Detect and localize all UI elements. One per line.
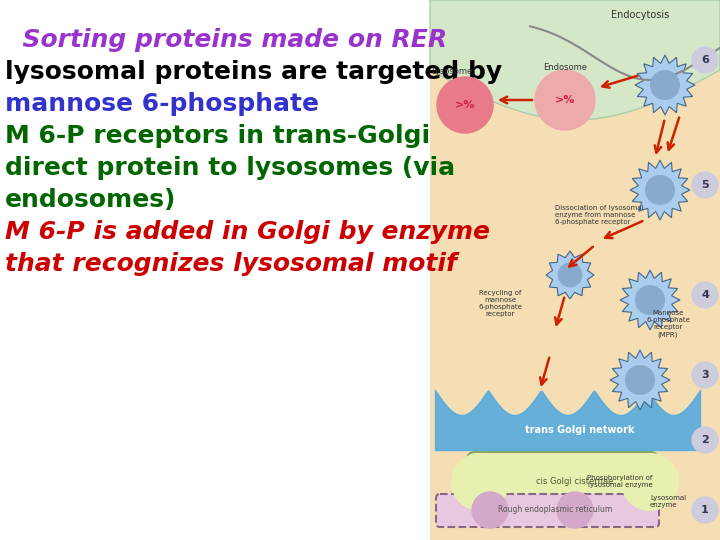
Circle shape	[692, 47, 718, 73]
Text: M 6-P is added in Golgi by enzyme: M 6-P is added in Golgi by enzyme	[5, 220, 490, 244]
Text: cis Golgi cisternae: cis Golgi cisternae	[536, 477, 613, 487]
Text: 4: 4	[701, 290, 709, 300]
Circle shape	[692, 282, 718, 308]
Circle shape	[651, 71, 679, 99]
Text: >%: >%	[455, 100, 475, 110]
Polygon shape	[430, 0, 720, 120]
Text: >%: >%	[555, 95, 575, 105]
Text: Sorting proteins made on RER: Sorting proteins made on RER	[5, 28, 447, 52]
Polygon shape	[620, 270, 680, 330]
Text: 6: 6	[701, 55, 709, 65]
Text: M 6-P receptors in trans-Golgi: M 6-P receptors in trans-Golgi	[5, 124, 430, 148]
Circle shape	[692, 172, 718, 198]
Polygon shape	[430, 0, 720, 540]
Polygon shape	[630, 160, 690, 220]
Circle shape	[692, 427, 718, 453]
Text: 1: 1	[701, 505, 709, 515]
Circle shape	[692, 362, 718, 388]
Circle shape	[646, 176, 675, 204]
Polygon shape	[635, 55, 695, 115]
Polygon shape	[610, 350, 670, 410]
Circle shape	[622, 454, 678, 510]
Text: 2: 2	[701, 435, 709, 445]
Circle shape	[437, 77, 493, 133]
Text: Mannose
6-phosphate
receptor
(MPR): Mannose 6-phosphate receptor (MPR)	[646, 310, 690, 338]
Circle shape	[452, 454, 508, 510]
Circle shape	[626, 366, 654, 394]
Text: mannose 6-phosphate: mannose 6-phosphate	[5, 92, 319, 116]
FancyBboxPatch shape	[436, 494, 659, 527]
Text: that recognizes lysosomal motif: that recognizes lysosomal motif	[5, 252, 457, 276]
Text: Lysosome: Lysosome	[431, 68, 472, 77]
Text: direct protein to lysosomes (via: direct protein to lysosomes (via	[5, 156, 455, 180]
Text: Rough endoplasmic reticulum: Rough endoplasmic reticulum	[498, 505, 612, 515]
Text: lysosomal proteins are targeted by: lysosomal proteins are targeted by	[5, 60, 502, 84]
Text: Endosome: Endosome	[543, 64, 587, 72]
Polygon shape	[546, 251, 594, 299]
Text: Endocytosis: Endocytosis	[611, 10, 669, 20]
Text: endosomes): endosomes)	[5, 188, 176, 212]
Text: 3: 3	[701, 370, 708, 380]
Text: Dissociation of lysosomal
enzyme from mannose
6-phosphate receptor: Dissociation of lysosomal enzyme from ma…	[555, 205, 644, 225]
FancyBboxPatch shape	[467, 452, 658, 512]
Circle shape	[558, 264, 582, 287]
Text: Lysosomal
enzyme: Lysosomal enzyme	[650, 495, 686, 508]
Text: Phosphorylation of
lysosomal enzyme: Phosphorylation of lysosomal enzyme	[588, 475, 653, 488]
Circle shape	[472, 492, 508, 528]
Circle shape	[692, 497, 718, 523]
Circle shape	[636, 286, 665, 314]
Text: trans Golgi network: trans Golgi network	[526, 425, 635, 435]
Circle shape	[557, 492, 593, 528]
Text: 5: 5	[701, 180, 708, 190]
Circle shape	[535, 70, 595, 130]
Text: Recycling of
mannose
6-phosphate
receptor: Recycling of mannose 6-phosphate recepto…	[478, 290, 522, 317]
